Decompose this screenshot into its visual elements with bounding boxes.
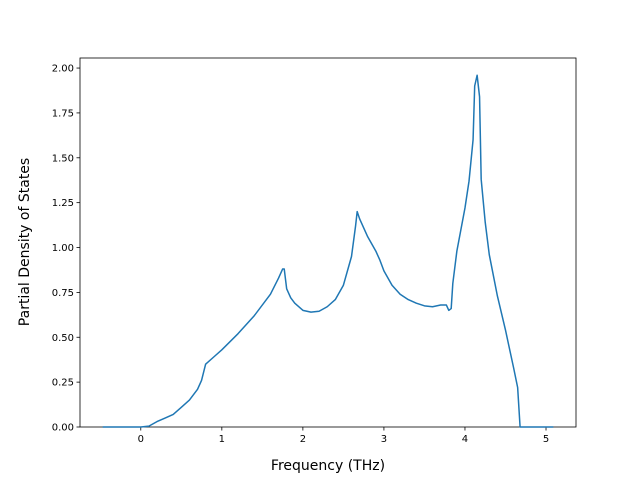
x-tick-label: 4 xyxy=(462,434,468,445)
y-tick-label: 0.25 xyxy=(52,378,74,389)
y-tick-label: 1.75 xyxy=(52,108,74,119)
y-tick-label: 0.75 xyxy=(52,288,74,299)
y-tick-label: 0.00 xyxy=(52,423,74,434)
x-axis-label: Frequency (THz) xyxy=(271,458,385,474)
x-tick-label: 2 xyxy=(300,434,306,445)
plot-frame xyxy=(79,57,577,428)
x-tick-label: 1 xyxy=(219,434,225,445)
y-tick-label: 1.25 xyxy=(52,198,74,209)
x-tick-label: 5 xyxy=(543,434,549,445)
y-axis-label: Partial Density of States xyxy=(17,158,33,326)
y-tick-label: 0.50 xyxy=(52,333,74,344)
y-tick-label: 1.50 xyxy=(52,153,74,164)
x-tick-label: 0 xyxy=(138,434,144,445)
y-tick-label: 2.00 xyxy=(52,64,74,75)
line-series xyxy=(102,74,554,428)
x-tick-label: 3 xyxy=(381,434,387,445)
y-tick-label: 1.00 xyxy=(52,243,74,254)
